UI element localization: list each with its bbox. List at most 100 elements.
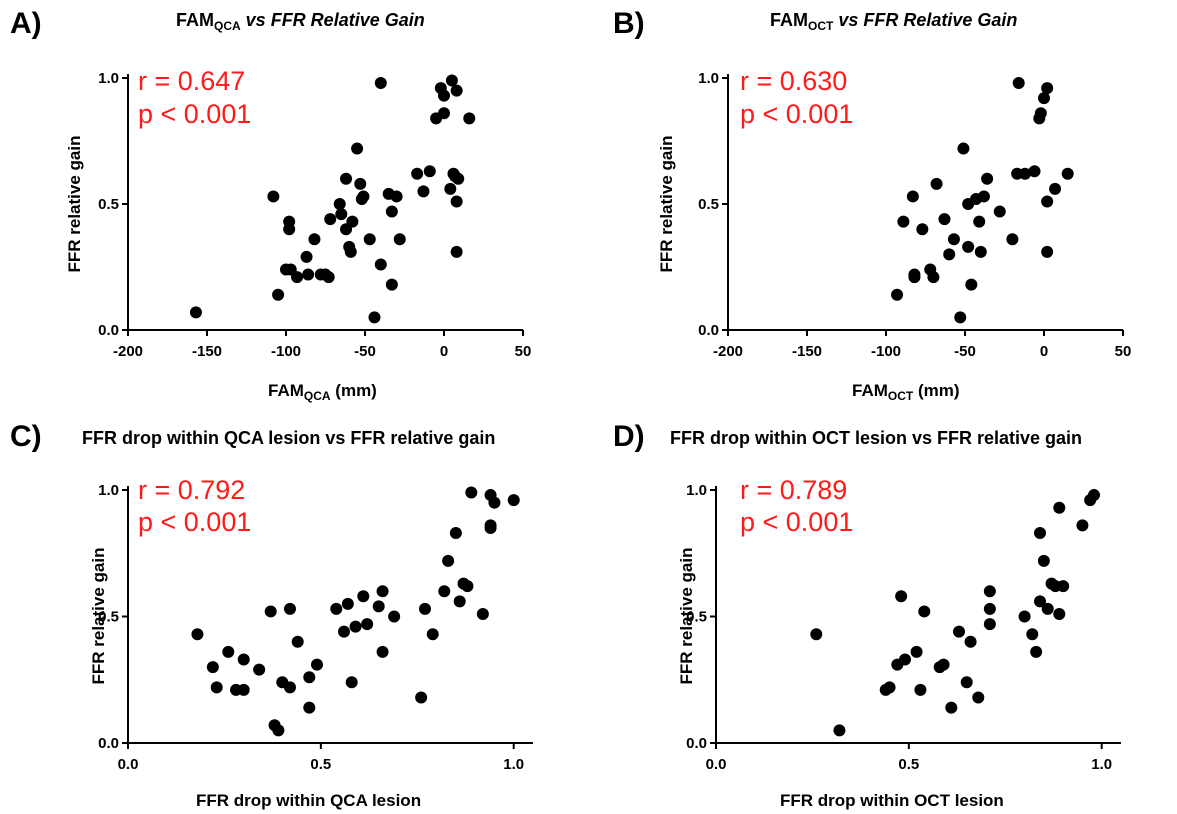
data-point	[357, 190, 370, 203]
x-tick-label: -50	[954, 343, 976, 360]
data-point	[947, 233, 960, 246]
data-point	[883, 681, 896, 694]
data-point	[960, 676, 973, 689]
x-tick-label: -200	[113, 343, 143, 360]
x-tick-label: 0.0	[706, 756, 727, 773]
y-tick-label: 1.0	[98, 70, 119, 87]
data-point	[363, 233, 376, 246]
data-point	[438, 89, 450, 102]
data-point	[311, 658, 323, 671]
chart-title-sub: OCT	[808, 19, 834, 33]
data-point	[291, 635, 304, 648]
data-point	[1057, 580, 1070, 593]
data-point	[1018, 610, 1031, 623]
data-point	[972, 691, 985, 704]
data-point	[895, 590, 908, 603]
x-axis-label: FFR drop within QCA lesion	[196, 791, 422, 810]
data-point	[303, 671, 316, 684]
data-point	[1026, 628, 1039, 641]
chart-title-main: FAM	[770, 10, 808, 30]
data-point	[333, 198, 346, 210]
x-tick-label: -50	[354, 343, 376, 360]
data-point	[906, 190, 919, 203]
data-point	[272, 724, 285, 737]
data-point	[302, 268, 315, 281]
data-point	[1053, 501, 1066, 514]
chart-title-main: FAM	[176, 10, 214, 30]
p-value: p < 0.001	[138, 99, 252, 129]
data-point	[344, 245, 357, 258]
data-point	[452, 172, 465, 185]
data-point	[943, 248, 956, 261]
y-tick-label: 0.5	[686, 609, 707, 626]
data-point	[930, 177, 943, 190]
data-point	[442, 554, 455, 567]
x-tick-label: 1.0	[1091, 756, 1112, 773]
data-point	[983, 585, 996, 598]
data-point	[1019, 167, 1032, 180]
data-point	[340, 172, 353, 185]
data-point	[957, 142, 970, 155]
data-point	[300, 250, 313, 263]
chart-title-rest: vs FFR Relative Gain	[833, 10, 1018, 30]
p-value: p < 0.001	[740, 99, 854, 129]
data-point	[376, 585, 389, 598]
y-tick-label: 0.0	[686, 735, 707, 752]
data-point	[1034, 107, 1047, 120]
x-tick-label: -150	[792, 343, 822, 360]
x-tick-label: 0.5	[310, 756, 331, 773]
data-point	[303, 701, 316, 714]
y-tick-label: 1.0	[698, 70, 719, 87]
data-point	[411, 167, 424, 180]
data-point	[210, 681, 223, 694]
y-tick-label: 0.5	[98, 196, 119, 213]
data-point	[973, 215, 986, 228]
data-point	[914, 683, 927, 696]
data-point	[1012, 77, 1025, 90]
data-point	[1076, 519, 1089, 532]
data-point	[938, 213, 951, 226]
chart-title-main: FFR drop within QCA lesion vs FFR relati…	[82, 428, 496, 448]
data-point	[833, 724, 846, 737]
data-point	[237, 653, 250, 666]
correlation-r: r = 0.630	[740, 66, 848, 96]
data-point	[283, 223, 296, 236]
data-point	[346, 215, 359, 228]
data-point	[910, 645, 923, 658]
data-point	[272, 288, 285, 301]
data-point	[189, 306, 202, 319]
data-point	[1034, 595, 1046, 608]
data-point	[450, 195, 463, 208]
data-point	[361, 618, 374, 631]
data-point	[983, 618, 996, 631]
data-point	[324, 213, 337, 226]
data-point	[1053, 607, 1066, 620]
data-point	[426, 628, 439, 641]
data-point	[450, 84, 463, 97]
data-point	[1041, 245, 1054, 258]
data-point	[1041, 195, 1054, 208]
data-point	[1038, 92, 1050, 105]
x-axis-label: FAMQCA (mm)	[268, 381, 377, 403]
data-point	[476, 607, 489, 620]
data-point	[423, 165, 436, 178]
data-point	[1028, 165, 1041, 178]
x-tick-label: 0.5	[898, 756, 919, 773]
data-point	[453, 595, 466, 608]
data-point	[284, 602, 296, 615]
data-point	[376, 645, 389, 658]
data-point	[488, 496, 501, 509]
panel-label: A)	[10, 7, 42, 40]
data-point	[374, 258, 387, 271]
data-point	[981, 172, 994, 185]
chart-title: FFR drop within QCA lesion vs FFR relati…	[82, 428, 495, 449]
data-point	[461, 580, 474, 593]
x-tick-label: 0	[440, 343, 448, 360]
data-point	[267, 190, 280, 203]
data-point	[444, 182, 457, 195]
data-point	[507, 494, 520, 507]
y-tick-label: 0.0	[98, 735, 119, 752]
data-point	[354, 177, 367, 190]
data-point	[438, 585, 451, 598]
